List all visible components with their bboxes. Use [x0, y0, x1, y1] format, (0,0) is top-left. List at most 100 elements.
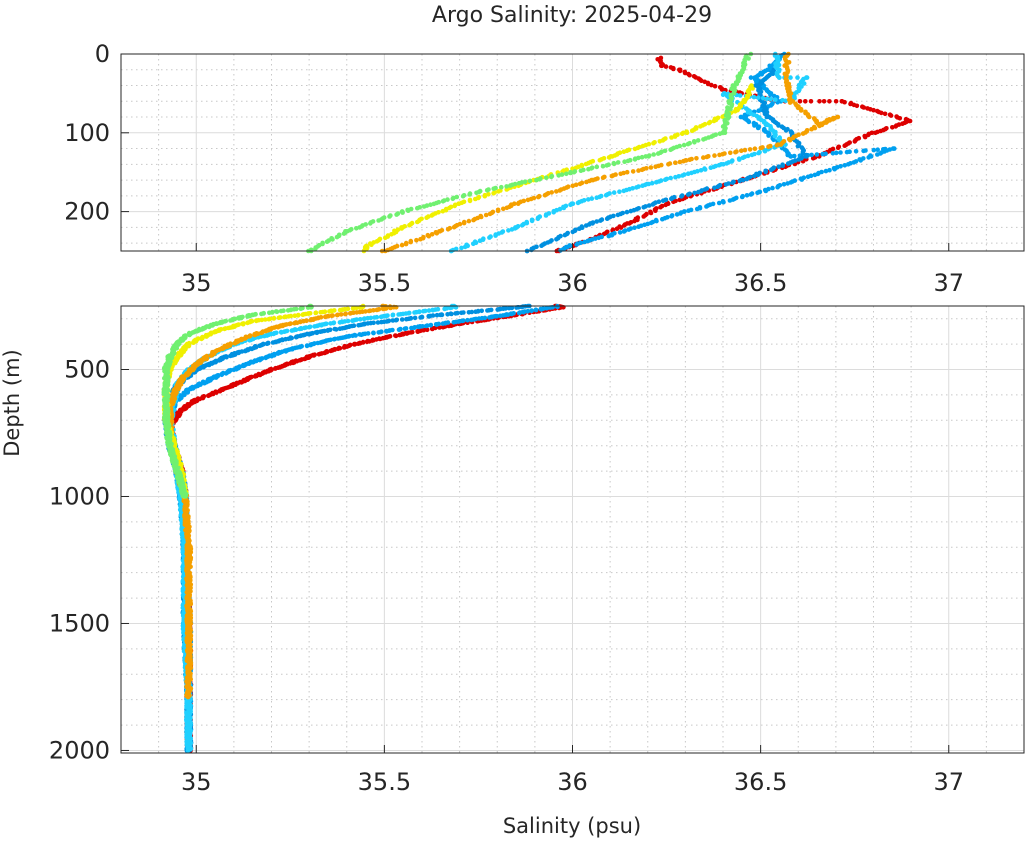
data-point: [308, 342, 314, 348]
data-point: [434, 231, 440, 236]
data-point: [379, 319, 384, 325]
data-point: [733, 149, 738, 155]
data-point: [533, 307, 539, 313]
data-point: [847, 149, 852, 154]
salinity-profile-series: [361, 83, 755, 254]
data-point: [689, 128, 695, 133]
data-point: [482, 193, 488, 199]
data-point: [755, 190, 760, 196]
data-point: [383, 235, 388, 241]
data-point: [749, 152, 755, 158]
data-point: [279, 330, 284, 335]
data-point: [570, 229, 576, 235]
salinity-profile-series: [558, 51, 897, 253]
data-point: [434, 322, 439, 327]
data-point: [578, 168, 584, 173]
data-point: [704, 154, 710, 160]
data-point: [615, 160, 621, 165]
data-point: [487, 315, 492, 320]
data-point: [579, 163, 585, 169]
data-point: [842, 99, 847, 105]
data-point: [823, 151, 828, 156]
data-point: [827, 99, 832, 104]
data-point: [768, 92, 773, 97]
data-point: [873, 130, 878, 136]
data-point: [627, 221, 632, 226]
data-point: [739, 194, 745, 200]
data-point: [630, 169, 636, 174]
data-point: [685, 141, 691, 147]
data-point: [704, 204, 709, 209]
data-point: [556, 173, 561, 178]
data-point: [752, 146, 758, 151]
data-point: [685, 171, 691, 176]
data-point: [740, 155, 746, 161]
data-point: [852, 139, 858, 144]
data-point: [744, 176, 749, 182]
data-point: [890, 125, 895, 130]
data-point: [473, 309, 479, 315]
data-point: [509, 311, 514, 317]
data-point: [663, 177, 668, 182]
data-point: [622, 159, 627, 164]
data-point: [772, 133, 778, 139]
data-point: [746, 119, 752, 125]
data-point: [768, 96, 773, 102]
data-point: [495, 307, 501, 312]
data-point: [491, 186, 497, 191]
data-point: [376, 330, 382, 335]
data-point: [853, 149, 859, 154]
data-point: [871, 107, 876, 113]
data-point: [549, 190, 554, 195]
data-point: [408, 239, 414, 245]
data-point: [445, 227, 451, 232]
data-point: [795, 143, 801, 149]
data-point: [812, 172, 818, 178]
data-point: [426, 314, 432, 319]
data-point: [799, 177, 805, 182]
data-point: [331, 337, 337, 342]
data-point: [907, 118, 913, 124]
data-point: [394, 212, 399, 217]
data-point: [764, 96, 770, 101]
data-point: [854, 103, 860, 109]
data-point: [549, 174, 554, 180]
data-point: [835, 114, 841, 120]
data-point: [804, 75, 810, 80]
data-point: [403, 241, 409, 247]
data-point: [846, 162, 851, 167]
data-point: [742, 147, 748, 153]
data-point: [594, 195, 599, 200]
data-point: [330, 237, 335, 242]
data-point: [797, 99, 803, 104]
data-point: [687, 72, 692, 78]
data-point: [440, 321, 446, 326]
data-point: [650, 202, 656, 207]
data-point: [863, 148, 868, 153]
salinity-profile-series: [379, 51, 841, 254]
data-point: [562, 232, 568, 238]
data-point: [723, 182, 729, 187]
data-point: [364, 339, 370, 345]
data-point: [624, 169, 630, 175]
data-point: [823, 168, 829, 174]
data-point: [663, 64, 669, 69]
data-point: [763, 188, 769, 194]
data-point: [568, 170, 573, 176]
data-point: [504, 184, 509, 189]
data-point: [359, 332, 364, 338]
data-point: [228, 353, 233, 359]
data-point: [721, 199, 726, 205]
data-point: [529, 218, 535, 224]
upper-panel-points: [306, 51, 913, 254]
data-point: [399, 226, 404, 231]
data-point: [471, 217, 476, 223]
data-point: [508, 183, 513, 188]
data-point: [390, 312, 396, 318]
data-point: [634, 185, 639, 190]
data-point: [577, 226, 582, 231]
data-point: [371, 330, 376, 336]
data-point: [609, 173, 615, 179]
